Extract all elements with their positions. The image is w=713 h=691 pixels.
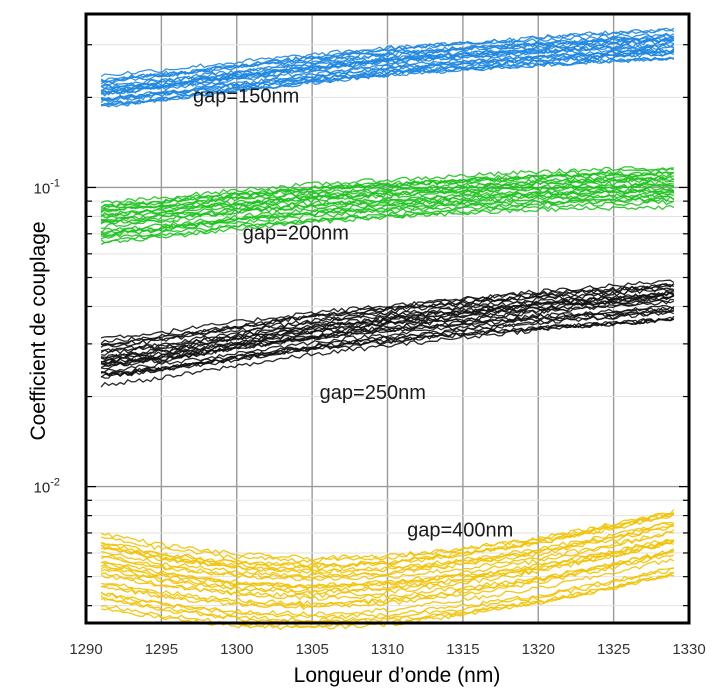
series-trace xyxy=(100,574,675,626)
series-trace xyxy=(101,295,675,365)
x-tick-label: 1310 xyxy=(371,641,404,658)
series-trace xyxy=(100,529,675,589)
series-trace xyxy=(101,51,675,106)
series-trace xyxy=(101,290,675,359)
x-tick-label: 1315 xyxy=(446,641,479,658)
y-tick-label: 10-1 xyxy=(34,177,60,197)
series-annotation: gap=200nm xyxy=(243,222,349,244)
x-tick-label: 1325 xyxy=(597,641,630,658)
series-trace xyxy=(101,525,674,578)
x-axis-title: Longueur d’onde (nm) xyxy=(294,664,501,687)
series-trace xyxy=(100,542,675,599)
series-trace xyxy=(100,299,675,370)
series-trace xyxy=(100,27,675,85)
series-trace xyxy=(100,283,675,339)
series-gap-200nm xyxy=(100,166,675,246)
plot-border xyxy=(84,12,691,625)
series-trace xyxy=(100,567,674,619)
series-annotation: gap=150nm xyxy=(193,86,299,108)
series-trace xyxy=(100,290,675,348)
series-trace xyxy=(100,521,675,574)
tick-labels: 1290 1295 1300 1305 1310 1315 1320 1325 1330 10-1… xyxy=(34,177,706,658)
series-trace xyxy=(100,512,674,562)
y-axis-title: Coefficient de couplage xyxy=(27,221,50,440)
series-trace xyxy=(101,310,674,376)
series-trace xyxy=(100,48,675,102)
x-tick-label: 1320 xyxy=(522,641,555,658)
series-trace xyxy=(100,195,675,236)
series-trace xyxy=(100,283,675,354)
series-annotation: gap=250nm xyxy=(320,382,426,404)
x-tick-label: 1295 xyxy=(145,641,178,658)
series-trace xyxy=(100,43,675,88)
series-trace xyxy=(100,539,675,594)
series-trace xyxy=(100,538,675,589)
x-tick-label: 1290 xyxy=(69,641,102,658)
series-traces xyxy=(100,27,675,631)
series-trace xyxy=(100,509,675,564)
series-trace xyxy=(100,37,675,82)
series-trace xyxy=(100,166,675,204)
series-trace xyxy=(100,304,675,369)
grid xyxy=(85,14,690,623)
series-trace xyxy=(100,175,675,219)
series-trace xyxy=(100,295,675,363)
series-trace xyxy=(101,192,674,236)
series-annotation: gap=400nm xyxy=(407,520,513,542)
series-gap-150nm xyxy=(100,27,675,108)
series-trace xyxy=(100,27,675,85)
x-tick-label: 1300 xyxy=(220,641,253,658)
x-tick-label: 1305 xyxy=(295,641,328,658)
x-tick-label: 1330 xyxy=(672,641,705,658)
series-trace xyxy=(100,554,675,610)
series-trace xyxy=(101,183,675,230)
series-trace xyxy=(100,558,675,617)
series-trace xyxy=(100,571,675,628)
series-trace xyxy=(100,199,675,246)
series-trace xyxy=(101,167,674,213)
series-trace xyxy=(100,287,675,345)
series-trace xyxy=(100,170,675,209)
series-annotations: gap=150nm gap=200nm gap=250nm gap=400nm xyxy=(193,86,513,542)
series-trace xyxy=(100,174,674,214)
series-trace xyxy=(100,298,674,367)
series-trace xyxy=(101,56,675,106)
y-tick-label: 10-2 xyxy=(34,477,60,497)
series-gap-250nm xyxy=(100,279,675,388)
plot-frame xyxy=(84,12,691,625)
series-trace xyxy=(100,540,675,595)
